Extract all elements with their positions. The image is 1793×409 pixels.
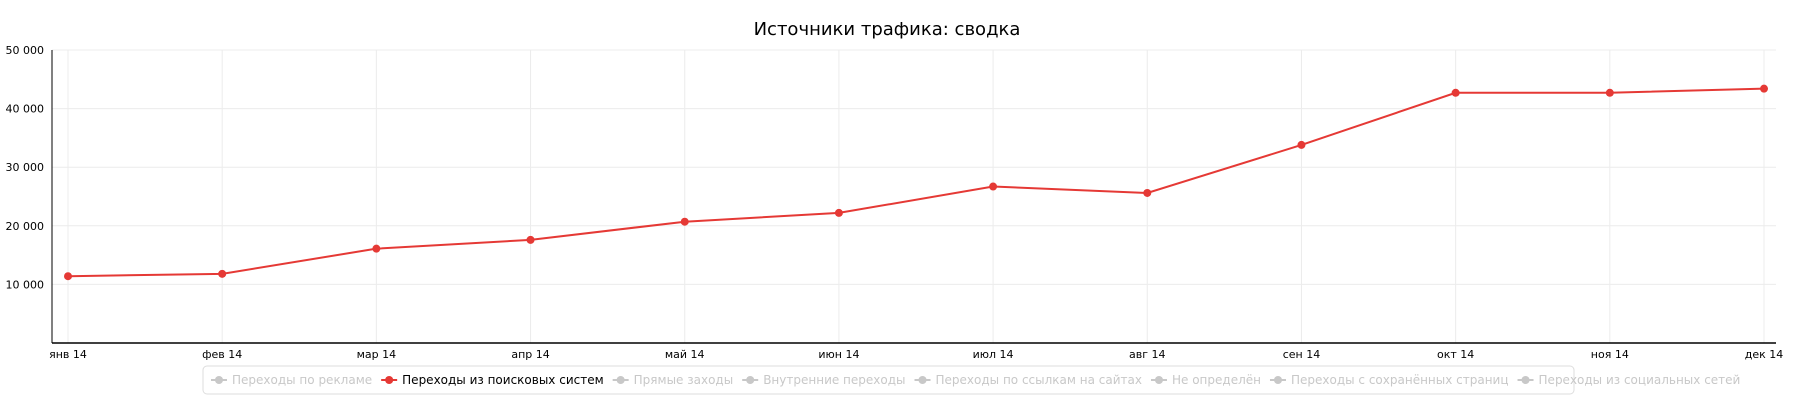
y-tick-label: 30 000 [6, 161, 45, 174]
series-line [67, 87, 1765, 278]
legend-marker-dot [215, 376, 223, 384]
x-tick-label: июн 14 [818, 348, 859, 361]
x-tick-label: фев 14 [202, 348, 242, 361]
data-point[interactable] [989, 182, 998, 191]
x-tick-label: сен 14 [1283, 348, 1321, 361]
data-point[interactable] [680, 217, 689, 226]
legend-item[interactable]: Не определён [1150, 373, 1261, 387]
data-point[interactable] [526, 235, 535, 244]
legend-marker-dot [1521, 376, 1530, 384]
axis-layer: 10 000 20 000 30 000 40 000 50 000 янв 14 фев … [6, 44, 1784, 361]
legend-item[interactable]: Переходы из поисковых систем [381, 373, 604, 387]
legend-label[interactable]: Переходы по ссылкам на сайтах [936, 373, 1142, 387]
data-point[interactable] [64, 272, 72, 281]
legend-item[interactable]: Переходы по рекламе [211, 373, 372, 387]
series-layer [64, 84, 1768, 281]
legend-label[interactable]: Переходы из поисковых систем [402, 373, 604, 387]
legend-label[interactable]: Прямые заходы [634, 373, 734, 387]
legend-label[interactable]: Внутренние переходы [763, 373, 905, 387]
chart-title: Источники трафика: сводка [754, 19, 1021, 40]
data-point[interactable] [834, 208, 843, 217]
y-tick-label: 50 000 [6, 44, 45, 57]
x-tick-label: июл 14 [973, 348, 1014, 361]
data-point[interactable] [1760, 84, 1768, 93]
legend-marker-dot [918, 376, 927, 384]
x-tick-label: апр 14 [511, 348, 549, 361]
legend-label[interactable]: Переходы из социальных сетей [1539, 373, 1741, 387]
x-tick-label: дек 14 [1745, 348, 1784, 361]
data-point[interactable] [1605, 88, 1614, 97]
y-tick-label: 20 000 [6, 220, 45, 233]
x-tick-label: май 14 [665, 348, 705, 361]
y-tick-label: 40 000 [6, 103, 45, 116]
legend-label[interactable]: Переходы по рекламе [232, 373, 372, 387]
legend-item[interactable]: Переходы по ссылкам на сайтах [914, 373, 1142, 387]
legend-label[interactable]: Не определён [1172, 373, 1261, 387]
x-tick-label: мар 14 [357, 348, 397, 361]
legend-label[interactable]: Переходы с сохранённых страниц [1291, 373, 1509, 387]
legend-marker-dot [616, 376, 625, 384]
legend-marker-dot [1273, 376, 1282, 384]
data-point[interactable] [1143, 188, 1152, 197]
data-point[interactable] [218, 269, 227, 278]
legend-item[interactable]: Переходы из социальных сетей [1517, 373, 1741, 387]
legend-item[interactable]: Прямые заходы [612, 373, 734, 387]
legend[interactable]: Переходы по рекламе Переходы из поисковых… [202, 365, 1741, 395]
x-tick-label: ноя 14 [1591, 348, 1629, 361]
x-tick-label: авг 14 [1129, 348, 1166, 361]
x-tick-label: окт 14 [1437, 348, 1474, 361]
legend-box [202, 365, 1575, 395]
legend-marker-dot [385, 376, 394, 384]
grid-layer [52, 49, 1776, 343]
legend-marker-dot [1154, 376, 1163, 384]
legend-item[interactable]: Внутренние переходы [742, 373, 906, 387]
legend-item[interactable]: Переходы с сохранённых страниц [1269, 373, 1509, 387]
data-point[interactable] [1451, 88, 1460, 97]
y-tick-label: 10 000 [6, 278, 45, 291]
data-point[interactable] [372, 244, 381, 253]
legend-marker-dot [746, 376, 755, 384]
x-tick-label: янв 14 [49, 348, 87, 361]
data-point[interactable] [1297, 140, 1306, 149]
